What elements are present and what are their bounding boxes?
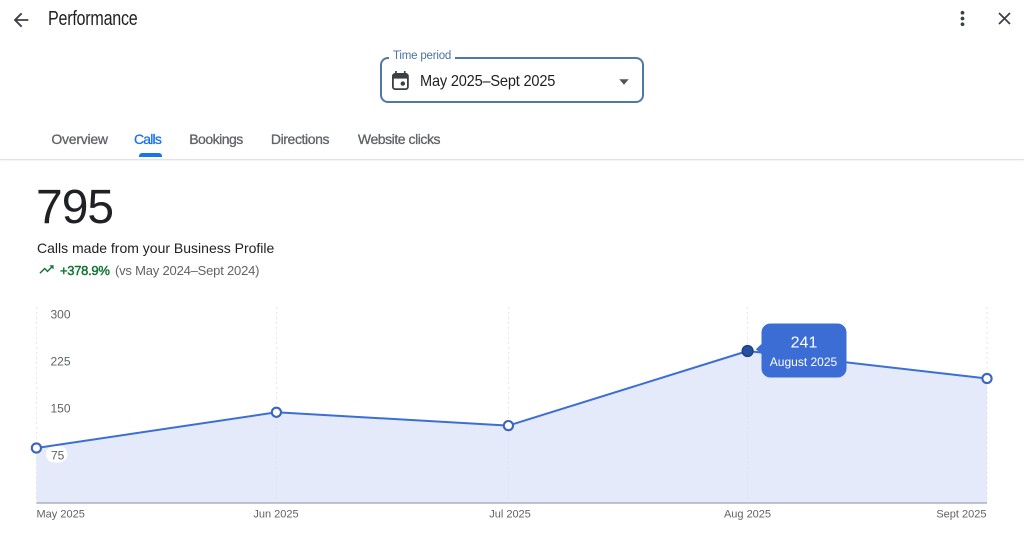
svg-text:225: 225 [51, 355, 71, 369]
svg-text:May 2025: May 2025 [37, 509, 85, 521]
svg-text:241: 241 [791, 335, 818, 352]
svg-text:75: 75 [51, 449, 65, 463]
svg-text:300: 300 [51, 308, 71, 322]
svg-text:Jul 2025: Jul 2025 [489, 509, 531, 521]
svg-text:150: 150 [51, 402, 71, 416]
svg-text:Jun 2025: Jun 2025 [253, 509, 298, 521]
svg-text:Aug 2025: Aug 2025 [724, 509, 771, 521]
svg-text:Sept 2025: Sept 2025 [936, 509, 986, 521]
svg-text:August 2025: August 2025 [770, 355, 838, 369]
